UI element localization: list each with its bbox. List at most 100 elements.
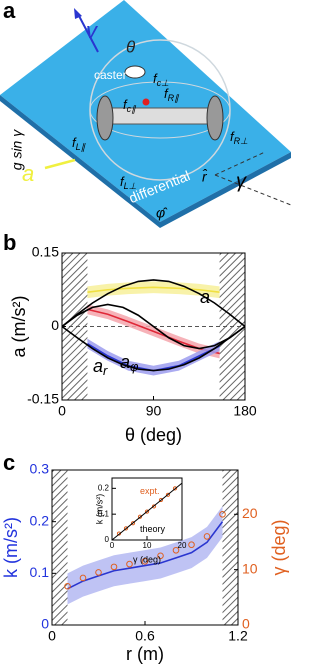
panel-label: a: [3, 0, 16, 23]
accel-arrow: [44, 158, 76, 170]
force-label: fR∥: [164, 86, 180, 103]
panel-label: c: [3, 450, 15, 475]
point: [130, 521, 136, 526]
f: f: [153, 71, 158, 86]
f: f: [164, 86, 169, 101]
x-tick-label: 90: [146, 403, 162, 419]
chart: 0 0.1 0.2 0.3 0 10 20 0 0.6 1.2 r (m) k (m/s²) γ (de…: [1, 461, 289, 664]
y-tick-label: 0.15: [32, 244, 59, 260]
point: [158, 497, 164, 503]
line: [87, 286, 220, 293]
series-label: ar: [93, 356, 108, 379]
plot-area: [112, 478, 182, 540]
diagram: v θ caster fc⊥ fc∥ fR∥ fR⊥ fL∥ fL⊥ g sin…: [0, 0, 291, 228]
y-tick-label: -0.15: [27, 391, 59, 407]
x-tick-label: 0: [110, 541, 115, 550]
excluded-region: [222, 470, 238, 625]
plane-edge: [160, 152, 291, 228]
plane-edge: [0, 95, 160, 228]
phi-label: φ̂: [156, 205, 168, 221]
sub: L⊥: [124, 181, 137, 191]
point: [203, 533, 211, 540]
point: [144, 509, 150, 514]
panel-label: b: [3, 230, 16, 255]
line: [67, 521, 224, 590]
point: [151, 504, 157, 509]
f: f: [230, 129, 235, 144]
sub: L∥: [76, 142, 87, 152]
r-label: r̂: [202, 168, 208, 185]
point: [110, 563, 118, 571]
force-label: fR⊥: [230, 129, 248, 146]
series-label: theory: [140, 524, 166, 534]
line: [61, 279, 246, 328]
a-label: a: [22, 161, 34, 186]
y-tick-label: 0.2: [30, 512, 50, 528]
band: [67, 506, 223, 605]
y-tick-label: 0: [41, 616, 49, 632]
velocity-arrow: [77, 13, 99, 53]
point: [172, 546, 180, 554]
y2-axis-label: γ (deg): [269, 519, 289, 575]
y-axis-label: k (m/s²): [94, 494, 104, 525]
point: [141, 558, 149, 565]
gravity-label: g sin γ: [9, 129, 25, 170]
y-tick-label: 0.1: [98, 509, 110, 518]
force-label: fL⊥: [120, 174, 137, 191]
y-axis-label: a (m/s²): [9, 296, 29, 358]
x-tick-label: 10: [143, 541, 152, 550]
series-sub: φ: [130, 359, 139, 374]
force-label: fL∥: [72, 135, 87, 152]
band: [87, 338, 220, 376]
x-axis-label: θ (deg): [125, 425, 182, 445]
y-tick-label: 0.2: [98, 483, 110, 492]
y-tick-label: 0: [51, 317, 59, 333]
band: [87, 281, 220, 299]
point: [123, 526, 129, 531]
left-wheel: [96, 95, 114, 141]
point: [219, 510, 226, 518]
caster-wheel: [124, 65, 146, 79]
series-name: a: [93, 356, 103, 376]
sub: R⊥: [234, 136, 248, 146]
series-label: aφ: [120, 352, 139, 375]
point: [137, 514, 143, 519]
series-label: a: [200, 287, 210, 307]
force-label: fc∥: [123, 97, 137, 114]
point: [64, 582, 71, 590]
y2-tick-label: 20: [242, 505, 258, 521]
point: [126, 560, 133, 568]
sub: R∥: [168, 93, 180, 103]
point: [188, 541, 195, 549]
theta-label: θ: [126, 37, 136, 56]
series-name: theory: [140, 524, 166, 534]
y-tick-label: 0.1: [30, 564, 50, 580]
x-tick-label: 0.6: [135, 628, 155, 644]
point: [95, 569, 102, 576]
caster-label: caster: [94, 68, 127, 82]
sub: c⊥: [157, 78, 170, 88]
line: [61, 325, 246, 372]
x-tick-label: 0: [58, 403, 66, 419]
force-label: fc⊥: [153, 71, 169, 88]
sphere-ring: [89, 81, 231, 139]
f: f: [123, 97, 128, 112]
arrow-head: [74, 8, 82, 19]
f: f: [72, 135, 77, 150]
point: [157, 552, 164, 560]
x-tick-label: 180: [233, 403, 257, 419]
y2-tick-label: 0: [242, 616, 250, 632]
x-tick-label: 0: [48, 628, 56, 644]
x-tick-label: 20: [178, 541, 187, 550]
v-label: v: [86, 18, 99, 43]
series-sub: r: [103, 363, 108, 378]
series-name: expt.: [140, 486, 160, 496]
right-wheel: [206, 95, 224, 141]
line: [111, 482, 183, 541]
center-of-mass: [142, 98, 150, 106]
y2-tick-label: 10: [242, 560, 258, 576]
series-name: a: [200, 287, 210, 307]
x-axis-label: r (m): [126, 644, 164, 664]
chart: expt. theory 0 0.1 0.2 0 10 20 γ (deg) k (m/s²): [94, 477, 187, 564]
y-tick-label: 0.3: [30, 461, 50, 477]
